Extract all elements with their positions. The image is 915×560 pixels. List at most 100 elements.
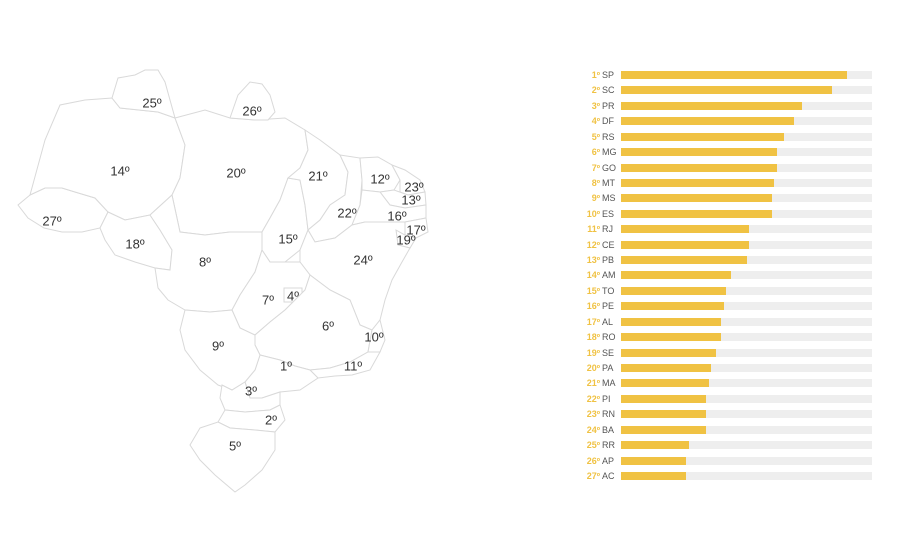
ranking-row: 17º AL bbox=[570, 316, 880, 328]
state-rank-label-ma: 21º bbox=[308, 168, 328, 184]
state-abbreviation: MT bbox=[602, 177, 615, 188]
state-pr[interactable] bbox=[219, 381, 281, 413]
state-rank-label-mg: 6º bbox=[322, 318, 334, 334]
state-abbreviation: PI bbox=[602, 393, 611, 404]
rank-position: 10º bbox=[586, 208, 600, 219]
rank-position: 16º bbox=[586, 301, 600, 312]
bar-track bbox=[621, 363, 872, 372]
bar-fill bbox=[621, 256, 747, 265]
state-rank-label-ms: 9º bbox=[212, 338, 224, 354]
bar-track bbox=[621, 209, 872, 218]
state-ap[interactable] bbox=[229, 81, 276, 121]
state-es[interactable] bbox=[367, 318, 386, 353]
bar-track bbox=[621, 333, 872, 342]
bar-track bbox=[621, 286, 872, 295]
rank-position: 20º bbox=[586, 362, 600, 373]
rank-position: 6º bbox=[591, 147, 600, 158]
rank-position: 13º bbox=[586, 255, 600, 266]
state-ms[interactable] bbox=[179, 309, 261, 391]
bar-fill bbox=[621, 209, 772, 218]
bar-track bbox=[621, 86, 872, 95]
state-rank-label-pi: 22º bbox=[337, 205, 357, 221]
state-abbreviation: AL bbox=[602, 316, 614, 327]
bar-fill bbox=[621, 86, 832, 95]
ranking-row: 24º BA bbox=[570, 424, 880, 436]
ranking-row: 2º SC bbox=[570, 84, 880, 96]
bar-fill bbox=[621, 240, 749, 249]
bar-fill bbox=[621, 410, 707, 419]
rank-position: 3º bbox=[591, 100, 600, 111]
ranking-row: 27º AC bbox=[570, 470, 880, 482]
bar-fill bbox=[621, 333, 722, 342]
rank-position: 24º bbox=[586, 424, 600, 435]
state-rank-label-al: 17º bbox=[406, 222, 426, 238]
bar-fill bbox=[621, 441, 689, 450]
rank-position: 1º bbox=[591, 70, 600, 80]
bar-fill bbox=[621, 394, 707, 403]
rank-position: 27º bbox=[586, 470, 600, 481]
state-abbreviation: ES bbox=[602, 208, 615, 219]
bar-track bbox=[621, 178, 872, 187]
bar-fill bbox=[621, 117, 795, 126]
ranking-row: 8º MT bbox=[570, 177, 880, 189]
rank-position: 18º bbox=[586, 332, 600, 343]
state-abbreviation: AC bbox=[602, 470, 615, 481]
ranking-row: 1º SP bbox=[570, 69, 880, 81]
rank-position: 17º bbox=[586, 316, 600, 327]
state-rj[interactable] bbox=[308, 351, 381, 379]
state-abbreviation: RN bbox=[602, 409, 615, 420]
state-abbreviation: MG bbox=[602, 147, 617, 158]
ranking-row: 3º PR bbox=[570, 100, 880, 112]
rank-position: 5º bbox=[591, 131, 600, 142]
state-abbreviation: RO bbox=[602, 332, 616, 343]
bar-track bbox=[621, 456, 872, 465]
ranking-row: 11º RJ bbox=[570, 223, 880, 235]
ranking-row: 15º TO bbox=[570, 285, 880, 297]
state-rank-label-ce: 12º bbox=[370, 171, 390, 187]
state-rs[interactable] bbox=[189, 421, 276, 493]
state-rank-label-se: 19º bbox=[396, 232, 416, 248]
state-abbreviation: SP bbox=[602, 70, 615, 80]
state-abbreviation: MS bbox=[602, 193, 616, 204]
ranking-row: 19º SE bbox=[570, 347, 880, 359]
state-abbreviation: PB bbox=[602, 255, 615, 266]
bar-track bbox=[621, 256, 872, 265]
ranking-row: 21º MA bbox=[570, 377, 880, 389]
bar-fill bbox=[621, 286, 727, 295]
state-abbreviation: CE bbox=[602, 239, 615, 250]
state-rr[interactable] bbox=[111, 69, 176, 119]
bar-track bbox=[621, 148, 872, 157]
bar-track bbox=[621, 441, 872, 450]
state-abbreviation: SE bbox=[602, 347, 615, 358]
rank-position: 2º bbox=[591, 85, 600, 96]
bar-track bbox=[621, 163, 872, 172]
rank-position: 12º bbox=[586, 239, 600, 250]
bar-fill bbox=[621, 302, 724, 311]
bar-fill bbox=[621, 363, 712, 372]
state-abbreviation: PA bbox=[602, 362, 614, 373]
state-rank-label-rj: 11º bbox=[343, 358, 363, 374]
state-rank-label-es: 10º bbox=[364, 329, 384, 345]
state-rank-label-pe: 16º bbox=[387, 208, 407, 224]
ranking-row: 26º AP bbox=[570, 455, 880, 467]
state-abbreviation: RR bbox=[602, 440, 615, 451]
rank-position: 21º bbox=[586, 378, 600, 389]
state-rank-label-mt: 8º bbox=[199, 254, 211, 270]
state-abbreviation: GO bbox=[602, 162, 617, 173]
state-rank-label-ro: 18º bbox=[125, 236, 145, 252]
rank-position: 9º bbox=[591, 193, 600, 204]
ranking-row: 16º PE bbox=[570, 300, 880, 312]
bar-track bbox=[621, 117, 872, 126]
state-abbreviation: BA bbox=[602, 424, 615, 435]
bar-fill bbox=[621, 425, 707, 434]
bar-fill bbox=[621, 148, 777, 157]
state-abbreviation: AP bbox=[602, 455, 615, 466]
rank-position: 14º bbox=[586, 270, 600, 281]
bar-track bbox=[621, 132, 872, 141]
rank-position: 22º bbox=[586, 393, 600, 404]
bar-fill bbox=[621, 101, 802, 110]
state-rank-label-sp: 1º bbox=[280, 358, 292, 374]
state-rank-label-to: 15º bbox=[278, 231, 298, 247]
rank-position: 8º bbox=[591, 177, 600, 188]
state-rank-label-am: 14º bbox=[110, 163, 130, 179]
